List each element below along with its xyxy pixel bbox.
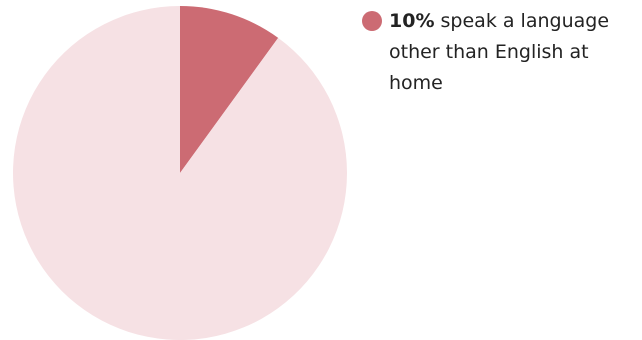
pie-slices [12,6,347,340]
legend-description: speak a language other than English at h… [389,10,610,94]
pie-slice-remainder [12,6,347,340]
pie-slice-highlight [180,6,279,173]
legend-swatch [362,11,382,31]
legend-label: 10% speak a language other than English … [389,6,641,99]
legend-value: 10% [389,10,435,32]
